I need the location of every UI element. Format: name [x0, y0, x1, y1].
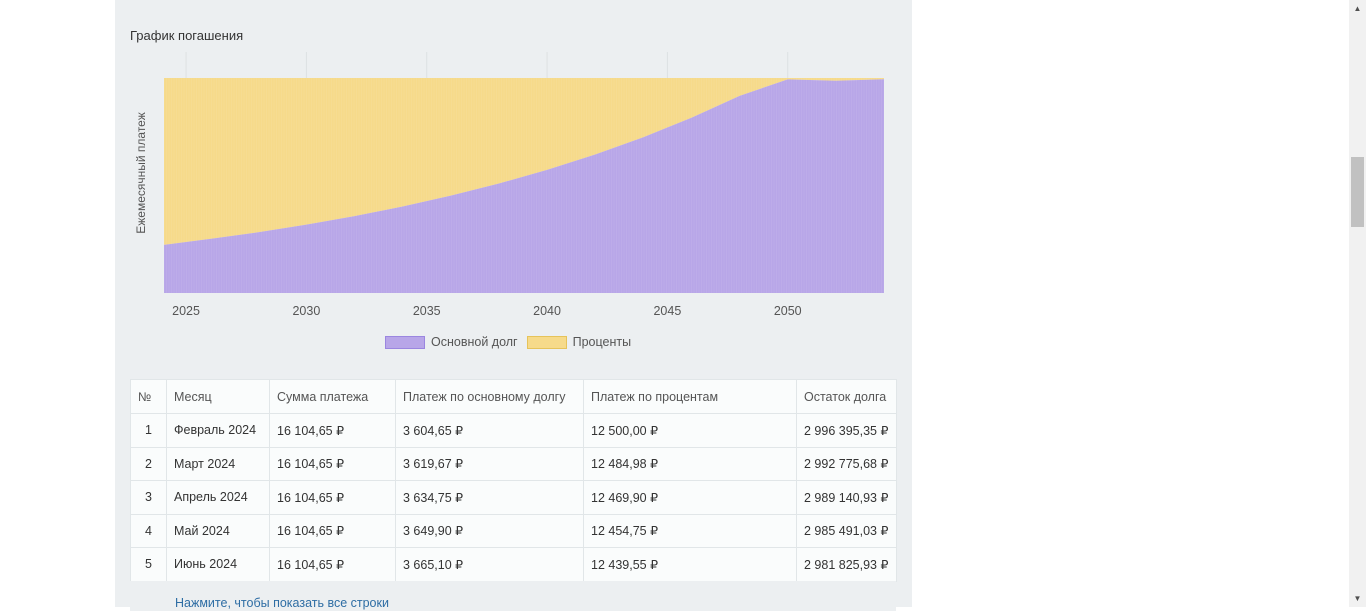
cell-interest: 12 500,00 ₽: [583, 413, 797, 448]
table-row: 3 Апрель 2024 16 104,65 ₽ 3 634,75 ₽ 12 …: [130, 480, 897, 515]
chart-legend: Основной долг Проценты: [385, 334, 640, 350]
cell-principal: 3 665,10 ₽: [395, 547, 584, 582]
table-row: 2 Март 2024 16 104,65 ₽ 3 619,67 ₽ 12 48…: [130, 446, 897, 481]
column-header-balance: Остаток долга: [796, 379, 897, 414]
cell-interest: 12 439,55 ₽: [583, 547, 797, 582]
cell-month: Июнь 2024: [166, 547, 270, 582]
cell-balance: 2 992 775,68 ₽: [796, 446, 897, 481]
show-all-rows-link[interactable]: Нажмите, чтобы показать все строки: [175, 596, 389, 610]
cell-number: 2: [130, 446, 167, 481]
x-tick-label: 2050: [774, 304, 802, 318]
cell-principal: 3 604,65 ₽: [395, 413, 584, 448]
legend-swatch-principal: [385, 335, 425, 349]
cell-principal: 3 619,67 ₽: [395, 446, 584, 481]
legend-label-principal: Основной долг: [431, 335, 518, 349]
cell-payment: 16 104,65 ₽: [269, 446, 396, 481]
chart-y-axis-label: Ежемесячный платеж: [134, 112, 148, 234]
cell-number: 4: [130, 513, 167, 548]
payment-schedule-table: № Месяц Сумма платежа Платеж по основном…: [130, 379, 897, 582]
cell-month: Февраль 2024: [166, 413, 270, 448]
legend-item-interest[interactable]: Проценты: [526, 335, 632, 349]
cell-balance: 2 981 825,93 ₽: [796, 547, 897, 582]
cell-payment: 16 104,65 ₽: [269, 547, 396, 582]
cell-balance: 2 985 491,03 ₽: [796, 513, 897, 548]
cell-payment: 16 104,65 ₽: [269, 413, 396, 448]
cell-month: Март 2024: [166, 446, 270, 481]
series-area-principal: [164, 79, 884, 293]
legend-label-interest: Проценты: [572, 335, 632, 349]
cell-payment: 16 104,65 ₽: [269, 480, 396, 515]
column-header-principal: Платеж по основному долгу: [395, 379, 584, 414]
column-header-payment: Сумма платежа: [269, 379, 396, 414]
column-header-month: Месяц: [166, 379, 270, 414]
series-area-interest: [164, 78, 884, 245]
cell-balance: 2 989 140,93 ₽: [796, 480, 897, 515]
chart-title: График погашения: [130, 28, 244, 43]
legend-swatch-interest: [526, 335, 567, 349]
show-all-rows-row: Нажмите, чтобы показать все строки: [130, 581, 896, 611]
cell-month: Май 2024: [166, 513, 270, 548]
cell-number: 1: [130, 413, 167, 448]
page-scrollbar[interactable]: ▲ ▼: [1349, 0, 1366, 607]
cell-payment: 16 104,65 ₽: [269, 513, 396, 548]
cell-interest: 12 469,90 ₽: [583, 480, 797, 515]
x-tick-label: 2045: [653, 304, 681, 318]
cell-month: Апрель 2024: [166, 480, 270, 515]
cell-principal: 3 649,90 ₽: [395, 513, 584, 548]
x-tick-label: 2040: [533, 304, 561, 318]
table-header-row: № Месяц Сумма платежа Платеж по основном…: [130, 379, 897, 414]
table-row: 5 Июнь 2024 16 104,65 ₽ 3 665,10 ₽ 12 43…: [130, 547, 897, 582]
x-tick-label: 2035: [413, 304, 441, 318]
table-row: 1 Февраль 2024 16 104,65 ₽ 3 604,65 ₽ 12…: [130, 413, 897, 448]
table-row: 4 Май 2024 16 104,65 ₽ 3 649,90 ₽ 12 454…: [130, 513, 897, 548]
arrow-down-icon[interactable]: ▼: [1353, 594, 1362, 603]
cell-number: 5: [130, 547, 167, 582]
x-tick-label: 2030: [292, 304, 320, 318]
cell-interest: 12 454,75 ₽: [583, 513, 797, 548]
scrollbar-thumb[interactable]: [1351, 157, 1364, 227]
cell-number: 3: [130, 480, 167, 515]
x-tick-label: 2025: [172, 304, 200, 318]
column-header-number: №: [130, 379, 167, 414]
arrow-up-icon[interactable]: ▲: [1353, 4, 1362, 13]
cell-principal: 3 634,75 ₽: [395, 480, 584, 515]
cell-balance: 2 996 395,35 ₽: [796, 413, 897, 448]
cell-interest: 12 484,98 ₽: [583, 446, 797, 481]
column-header-interest: Платеж по процентам: [583, 379, 797, 414]
legend-item-principal[interactable]: Основной долг: [385, 335, 518, 349]
